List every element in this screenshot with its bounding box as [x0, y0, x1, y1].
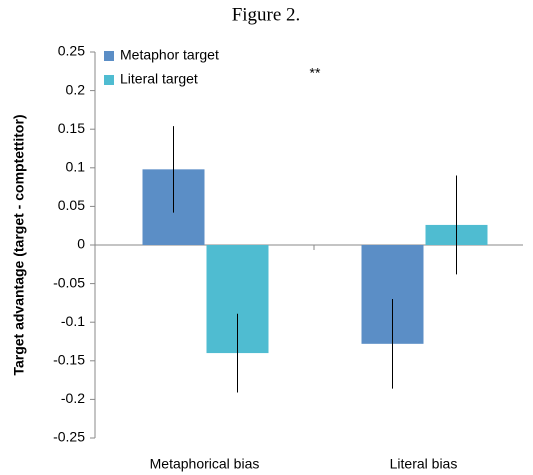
- chart-title: Figure 2.: [232, 4, 301, 25]
- y-tick-label: -0.25: [53, 429, 85, 445]
- legend-swatch: [104, 75, 114, 85]
- y-tick-label: 0.25: [58, 43, 85, 59]
- y-tick-label: 0: [77, 236, 85, 252]
- y-tick-label: 0.15: [58, 120, 85, 136]
- legend-swatch: [104, 51, 114, 61]
- legend-label: Literal target: [120, 71, 198, 87]
- y-tick-label: -0.15: [53, 352, 85, 368]
- annotation: **: [310, 65, 321, 81]
- x-tick-label: Literal bias: [390, 456, 458, 472]
- y-tick-label: -0.1: [61, 313, 85, 329]
- y-tick-label: 0.05: [58, 197, 85, 213]
- y-tick-label: 0.1: [66, 159, 86, 175]
- y-tick-label: -0.05: [53, 274, 85, 290]
- legend-label: Metaphor target: [120, 47, 219, 63]
- y-tick-label: -0.2: [61, 390, 85, 406]
- y-tick-label: 0.2: [66, 81, 86, 97]
- y-axis-title: Target advantage (target - comptettitor): [11, 114, 27, 375]
- x-tick-label: Metaphorical bias: [150, 456, 260, 472]
